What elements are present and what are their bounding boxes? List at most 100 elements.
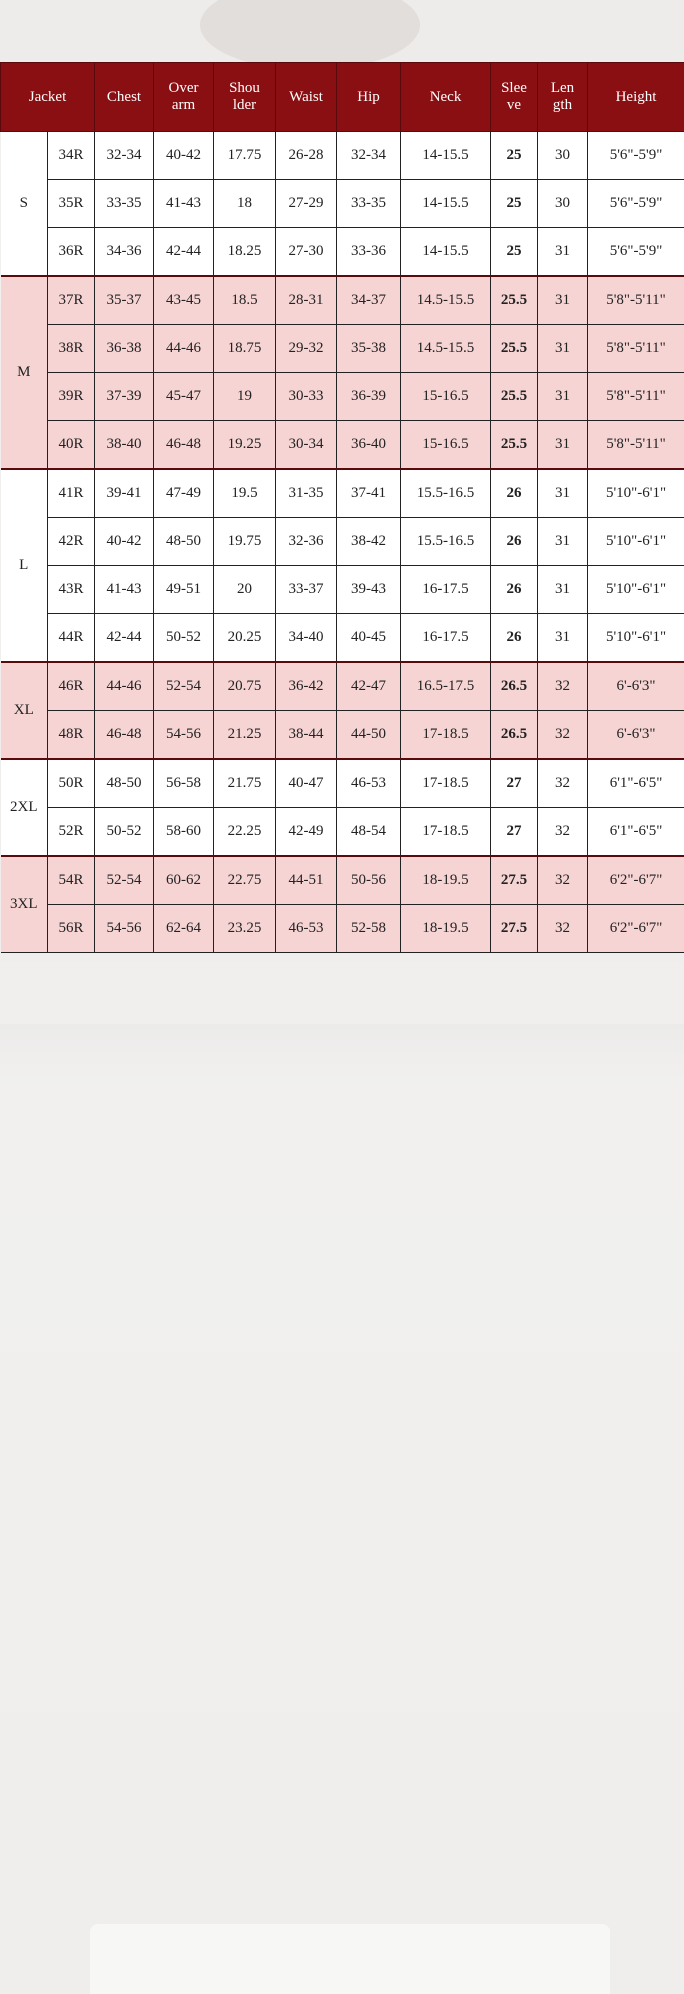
header-height: Height <box>588 63 684 132</box>
cell-neck: 14.5-15.5 <box>401 325 491 373</box>
cell-hip: 39-43 <box>337 566 401 614</box>
cell-length: 31 <box>538 228 588 277</box>
cell-hip: 36-40 <box>337 421 401 470</box>
cell-jacket-code: 40R <box>48 421 95 470</box>
cell-shoulder: 18.25 <box>214 228 276 277</box>
cell-chest: 44-46 <box>95 662 154 711</box>
cell-height: 5'6"-5'9" <box>588 180 684 228</box>
size-group-label: 2XL <box>1 759 48 856</box>
cell-hip: 50-56 <box>337 856 401 905</box>
cell-waist: 42-49 <box>276 808 337 857</box>
cell-neck: 16.5-17.5 <box>401 662 491 711</box>
cell-waist: 29-32 <box>276 325 337 373</box>
cell-shoulder: 21.75 <box>214 759 276 808</box>
cell-over-arm: 50-52 <box>154 614 214 663</box>
cell-height: 5'6"-5'9" <box>588 228 684 277</box>
cell-jacket-code: 52R <box>48 808 95 857</box>
cell-chest: 46-48 <box>95 711 154 760</box>
cell-waist: 27-30 <box>276 228 337 277</box>
cell-height: 6'-6'3" <box>588 711 684 760</box>
cell-over-arm: 49-51 <box>154 566 214 614</box>
size-group-label: 3XL <box>1 856 48 953</box>
cell-hip: 34-37 <box>337 276 401 325</box>
cell-height: 5'10"-6'1" <box>588 469 684 518</box>
cell-over-arm: 58-60 <box>154 808 214 857</box>
cell-height: 5'10"-6'1" <box>588 566 684 614</box>
cell-length: 32 <box>538 711 588 760</box>
cell-length: 31 <box>538 325 588 373</box>
header-jacket: Jacket <box>1 63 95 132</box>
cell-over-arm: 48-50 <box>154 518 214 566</box>
cell-height: 5'8"-5'11" <box>588 276 684 325</box>
cell-shoulder: 18 <box>214 180 276 228</box>
cell-length: 32 <box>538 662 588 711</box>
cell-waist: 27-29 <box>276 180 337 228</box>
cell-waist: 31-35 <box>276 469 337 518</box>
cell-chest: 52-54 <box>95 856 154 905</box>
cell-length: 30 <box>538 180 588 228</box>
cell-sleeve: 26 <box>491 566 538 614</box>
cell-chest: 34-36 <box>95 228 154 277</box>
cell-neck: 16-17.5 <box>401 614 491 663</box>
cell-waist: 30-33 <box>276 373 337 421</box>
cell-jacket-code: 46R <box>48 662 95 711</box>
cell-neck: 15-16.5 <box>401 421 491 470</box>
cell-height: 5'10"-6'1" <box>588 614 684 663</box>
cell-hip: 32-34 <box>337 132 401 180</box>
cell-neck: 15.5-16.5 <box>401 469 491 518</box>
cell-sleeve: 25.5 <box>491 421 538 470</box>
cell-jacket-code: 41R <box>48 469 95 518</box>
cell-over-arm: 41-43 <box>154 180 214 228</box>
cell-hip: 48-54 <box>337 808 401 857</box>
cell-height: 5'8"-5'11" <box>588 373 684 421</box>
cell-height: 6'1"-6'5" <box>588 759 684 808</box>
cell-shoulder: 19 <box>214 373 276 421</box>
cell-neck: 14.5-15.5 <box>401 276 491 325</box>
cell-chest: 48-50 <box>95 759 154 808</box>
cell-height: 6'1"-6'5" <box>588 808 684 857</box>
cell-hip: 52-58 <box>337 905 401 953</box>
background-shirt <box>90 1924 610 1994</box>
cell-hip: 35-38 <box>337 325 401 373</box>
cell-length: 32 <box>538 759 588 808</box>
cell-neck: 17-18.5 <box>401 808 491 857</box>
cell-waist: 38-44 <box>276 711 337 760</box>
cell-height: 6'2"-6'7" <box>588 905 684 953</box>
cell-shoulder: 19.75 <box>214 518 276 566</box>
cell-length: 31 <box>538 614 588 663</box>
cell-hip: 44-50 <box>337 711 401 760</box>
cell-neck: 18-19.5 <box>401 905 491 953</box>
cell-hip: 42-47 <box>337 662 401 711</box>
cell-length: 31 <box>538 566 588 614</box>
cell-jacket-code: 44R <box>48 614 95 663</box>
cell-hip: 37-41 <box>337 469 401 518</box>
cell-waist: 30-34 <box>276 421 337 470</box>
cell-length: 31 <box>538 373 588 421</box>
cell-chest: 36-38 <box>95 325 154 373</box>
cell-sleeve: 25.5 <box>491 373 538 421</box>
header-waist: Waist <box>276 63 337 132</box>
cell-over-arm: 45-47 <box>154 373 214 421</box>
cell-sleeve: 26.5 <box>491 662 538 711</box>
cell-height: 5'10"-6'1" <box>588 518 684 566</box>
cell-waist: 33-37 <box>276 566 337 614</box>
cell-over-arm: 56-58 <box>154 759 214 808</box>
cell-chest: 35-37 <box>95 276 154 325</box>
cell-neck: 14-15.5 <box>401 228 491 277</box>
cell-jacket-code: 54R <box>48 856 95 905</box>
cell-sleeve: 27.5 <box>491 856 538 905</box>
